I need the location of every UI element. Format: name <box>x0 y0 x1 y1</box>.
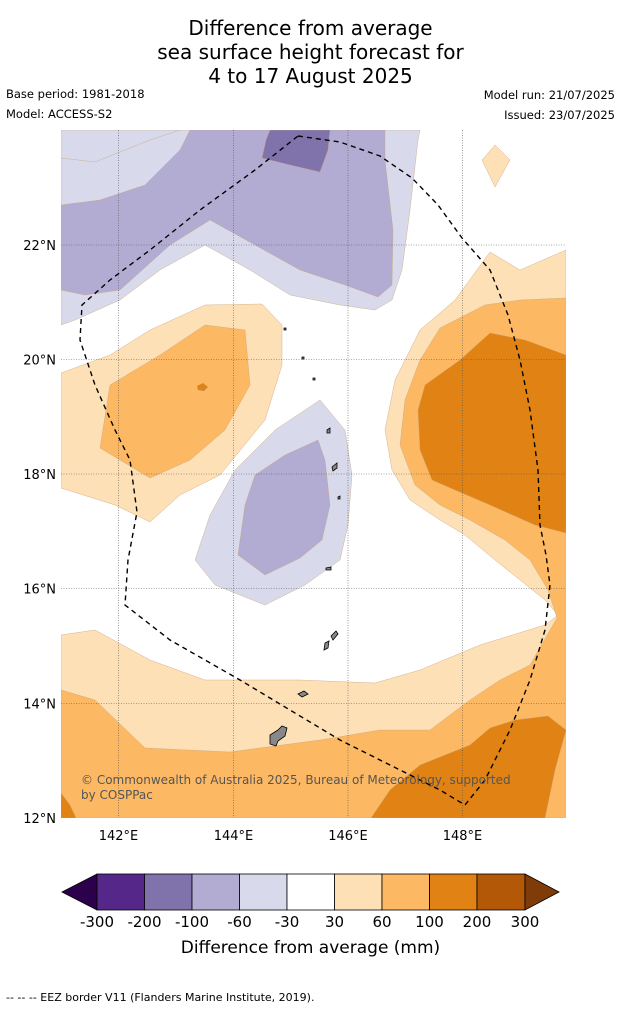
colorbar-bin-7 <box>381 873 430 911</box>
title-line-1: Difference from average <box>188 16 433 40</box>
colorbar-tick-label: 100 <box>415 913 444 931</box>
colorbar-extend-low <box>61 873 98 911</box>
colorbar-extend-high <box>524 873 560 911</box>
colorbar-tick-label: 300 <box>511 913 540 931</box>
y-tick-label: 22°N <box>23 239 56 254</box>
colorbar-bin-5 <box>286 873 335 911</box>
colorbar-tick-label: 60 <box>372 913 391 931</box>
y-tick-label: 16°N <box>23 583 56 598</box>
island-rota <box>297 690 309 698</box>
colorbar-bin-4 <box>239 873 288 911</box>
x-axis: 142°E 144°E 146°E 148°E <box>99 829 483 844</box>
colorbar-tick-label: -60 <box>227 913 252 931</box>
contour-layer: © Commonwealth of Australia 2025, Bureau… <box>61 130 566 818</box>
colorbar-bin-6 <box>334 873 383 911</box>
colorbar-bin-3 <box>191 873 240 911</box>
contour-plus30-northeast-spot <box>481 144 511 188</box>
eez-border <box>79 135 551 806</box>
colorbar-tick-label: 30 <box>325 913 344 931</box>
title-line-2: sea surface height forecast for <box>157 40 464 64</box>
colorbar-tick-label: -300 <box>80 913 114 931</box>
model-name: Model: ACCESS-S2 <box>6 107 113 121</box>
y-tick-label: 18°N <box>23 468 56 483</box>
colorbar-title: Difference from average (mm) <box>180 938 441 958</box>
island-small-1 <box>312 377 316 381</box>
islands <box>269 327 341 747</box>
issued-date: Issued: 23/07/2025 <box>504 108 615 122</box>
colorbar-tick-label: -100 <box>175 913 209 931</box>
y-tick-label: 14°N <box>23 698 56 713</box>
contour-plus100-spot <box>196 382 209 392</box>
colorbar-tick-label: -30 <box>275 913 300 931</box>
island-small-3 <box>337 495 341 500</box>
x-tick-label: 148°E <box>443 829 483 844</box>
model-run: Model run: 21/07/2025 <box>483 88 615 102</box>
island-agrihan <box>326 427 331 434</box>
contour-minus60-north <box>61 130 394 298</box>
island-saipan <box>330 630 339 641</box>
x-tick-label: 146°E <box>328 829 368 844</box>
contour-plus100-east <box>417 332 566 534</box>
colorbar-bin-2 <box>144 873 193 911</box>
base-period: Base period: 1981-2018 <box>6 87 145 101</box>
colorbar-bin-8 <box>429 873 478 911</box>
contour-plus60-west <box>99 324 251 479</box>
graticule <box>61 130 566 818</box>
colorbar-labels: -300 -200 -100 -60 -30 30 60 100 200 300 <box>80 913 539 931</box>
colorbar-tick-label: 200 <box>463 913 492 931</box>
colorbar-bin-1 <box>96 873 145 911</box>
contour-plus100-southwest <box>61 792 77 818</box>
contour-plus100-southeast <box>370 715 566 818</box>
island-small-4 <box>283 327 287 331</box>
colorbar <box>61 873 560 911</box>
x-tick-label: 144°E <box>214 829 254 844</box>
copyright-line-1: © Commonwealth of Australia 2025, Bureau… <box>81 773 511 787</box>
eez-footnote: -- -- -- EEZ border V11 (Flanders Marine… <box>6 991 315 1004</box>
y-tick-label: 12°N <box>23 812 56 827</box>
colorbar-bin-9 <box>476 873 526 911</box>
island-guam <box>269 725 288 747</box>
copyright-line-2: by COSPPac <box>81 788 153 802</box>
contour-minus30-north-edge <box>61 130 181 163</box>
island-tinian <box>323 640 330 651</box>
sea-height-map: © Commonwealth of Australia 2025, Bureau… <box>23 130 566 931</box>
y-axis: 12°N 14°N 16°N 18°N 20°N 22°N <box>23 239 56 827</box>
title-line-3: 4 to 17 August 2025 <box>208 64 413 88</box>
x-tick-label: 142°E <box>99 829 139 844</box>
island-anatahan <box>325 566 332 571</box>
island-pagan <box>331 462 338 472</box>
island-small-2 <box>301 356 305 360</box>
colorbar-tick-label: -200 <box>127 913 161 931</box>
y-tick-label: 20°N <box>23 354 56 369</box>
